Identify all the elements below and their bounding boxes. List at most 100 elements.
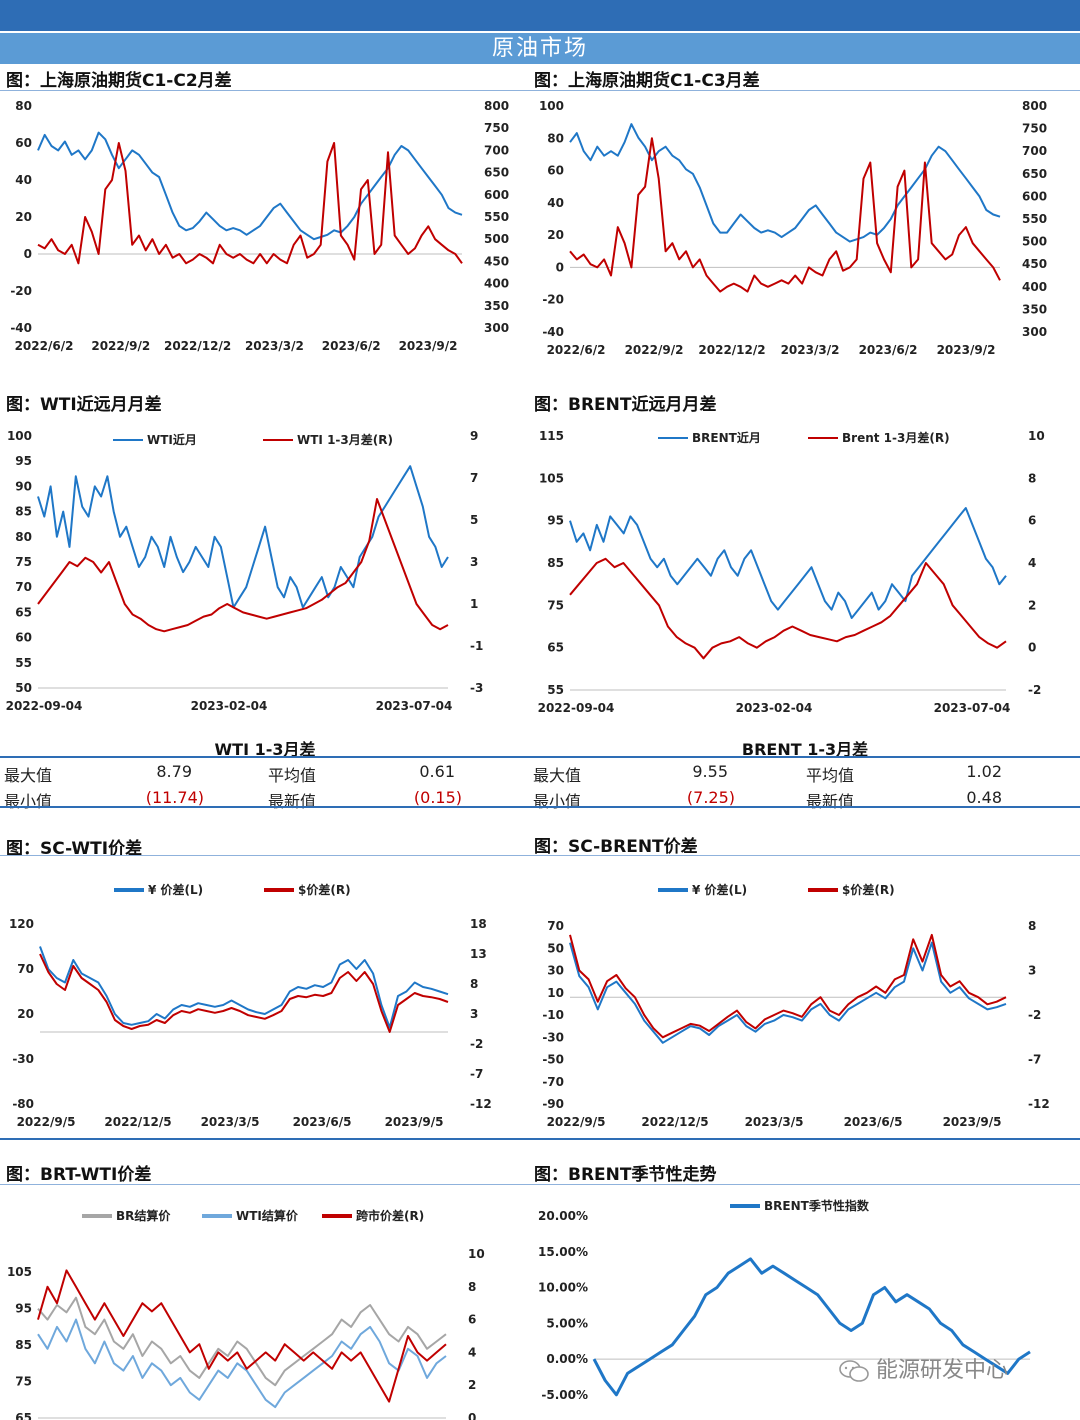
top-header-bar: [0, 0, 1080, 31]
legend-label: 跨市价差(R): [356, 1208, 424, 1223]
y-tick-label-left: -20: [542, 293, 564, 307]
chart-sc-c1c3: 100 80 60 40 20 0 -20 -40 800 750 700 650 600 550 500 4…: [539, 99, 1047, 357]
y-tick-label-left: 50: [15, 681, 32, 695]
divider: [0, 90, 1080, 91]
series-line-1: [39, 953, 449, 1033]
y-tick-label-left: 95: [547, 514, 564, 528]
chart-title-sc-wti: 图：SC-WTI价差: [6, 839, 143, 859]
y-tick-label-right: -7: [1028, 1053, 1041, 1067]
x-tick-label: 2022-09-04: [538, 701, 615, 715]
y-tick-label-left: 20: [547, 228, 564, 242]
y-tick-label-left: 60: [547, 164, 564, 178]
y-tick-label-left: 105: [7, 1265, 32, 1279]
y-tick-label-right: 300: [484, 321, 509, 335]
wti-min-value: (11.74): [145, 788, 204, 807]
y-tick-label-right: 18: [470, 917, 487, 931]
y-tick-label-left: 80: [15, 99, 32, 113]
series-line-0: [37, 1296, 447, 1387]
y-tick-label-left: -30: [542, 1030, 564, 1044]
y-tick-label-left: 20: [17, 1007, 34, 1021]
y-tick-label-right: 700: [1022, 144, 1047, 158]
series-line-0: [592, 1257, 1031, 1397]
series-line-0: [37, 465, 449, 609]
x-tick-label: 2022/12/5: [104, 1115, 171, 1129]
y-tick-label-right: -12: [1028, 1097, 1050, 1111]
y-tick-label-right: -12: [470, 1097, 492, 1111]
series-line-1: [37, 498, 449, 633]
y-tick-label-right: 800: [1022, 99, 1047, 113]
y-tick-label-left: -70: [542, 1075, 564, 1089]
x-tick-label: 2023-02-04: [191, 699, 268, 713]
series-line-0: [37, 131, 463, 241]
wti-avg-label: 平均值: [268, 766, 317, 785]
chart-sc-wti: 120 70 20 -30 -80 18 13 8 3 -2 -7 -12 2022/9/5 2022/1…: [9, 882, 492, 1129]
legend-label: WTI近月: [147, 432, 197, 447]
series-line-0: [569, 123, 1001, 243]
y-tick-label-left: -30: [12, 1052, 34, 1066]
series-line-0: [569, 507, 1007, 619]
y-tick-label-right: 8: [470, 977, 478, 991]
divider: [0, 855, 1080, 856]
series-line-0: [569, 941, 1007, 1044]
y-tick-label-right: 4: [468, 1345, 476, 1359]
y-tick-label-right: 650: [484, 166, 509, 180]
legend-label: BRENT季节性指数: [764, 1198, 870, 1213]
x-tick-label: 2023/3/5: [201, 1115, 260, 1129]
y-tick-label-left: 100: [539, 99, 564, 113]
brent-avg-label: 平均值: [806, 766, 855, 785]
y-tick-label-left: 65: [547, 641, 564, 655]
x-tick-label: 2022/9/5: [17, 1115, 76, 1129]
legend-label: BR结算价: [116, 1208, 171, 1223]
y-tick-label-left: 105: [539, 471, 564, 485]
y-tick-label-right: 2: [468, 1378, 476, 1392]
chart-title-sc-c1c3: 图：上海原油期货C1-C3月差: [534, 71, 760, 91]
x-tick-label: 2022/9/5: [547, 1115, 606, 1129]
legend-label: WTI 1-3月差(R): [297, 432, 393, 447]
brent-latest-value: 0.48: [966, 788, 1002, 807]
y-tick-label-left: 10.00%: [538, 1281, 588, 1295]
divider: [0, 1184, 1080, 1185]
y-tick-label-left: 55: [547, 683, 564, 697]
chart-title-sc-c1c2: 图：上海原油期货C1-C2月差: [6, 71, 232, 91]
chart-brent-seasonal: 20.00% 15.00% 10.00% 5.00% 0.00% -5.00% BRENT季…: [538, 1198, 1031, 1402]
y-tick-label-right: 550: [484, 210, 509, 224]
wti-avg-value: 0.61: [419, 762, 455, 781]
chart-title-sc-brent: 图：SC-BRENT价差: [534, 837, 698, 857]
y-tick-label-right: 350: [484, 299, 509, 313]
y-tick-label-right: 3: [470, 555, 478, 569]
y-tick-label-right: 500: [484, 232, 509, 246]
x-tick-label: 2023/9/2: [937, 343, 996, 357]
y-tick-label-left: 80: [15, 530, 32, 544]
x-tick-label: 2023/9/5: [943, 1115, 1002, 1129]
chart-brent-spread: 115 105 95 85 75 65 55 10 8 6 4 2 0 -2 2022-09-04 2023-…: [538, 429, 1045, 715]
y-tick-label-left: 95: [15, 1302, 32, 1316]
series-line-1: [569, 933, 1007, 1039]
x-tick-label: 2023/6/5: [844, 1115, 903, 1129]
stats-title-wti: WTI 1-3月差: [214, 740, 316, 759]
legend-label: WTI结算价: [236, 1208, 299, 1223]
y-tick-label-left: 65: [15, 1411, 32, 1420]
wti-latest-value: (0.15): [413, 788, 462, 807]
y-tick-label-left: 15.00%: [538, 1245, 588, 1259]
y-tick-label-right: 13: [470, 947, 487, 961]
series-line-1: [37, 142, 463, 265]
x-tick-label: 2022/12/5: [641, 1115, 708, 1129]
y-tick-label-right: 650: [1022, 167, 1047, 181]
y-tick-label-left: -90: [542, 1097, 564, 1111]
y-tick-label-left: 95: [15, 454, 32, 468]
wti-latest-label: 最新值: [268, 792, 317, 811]
legend-label: $价差(R): [842, 882, 895, 897]
legend-label: BRENT近月: [692, 430, 761, 445]
y-tick-label-right: 400: [1022, 280, 1047, 294]
legend-label: ¥ 价差(L): [148, 882, 203, 897]
watermark: 能源研发中心: [838, 1352, 1008, 1384]
y-tick-label-left: -20: [10, 284, 32, 298]
y-tick-label-left: 40: [15, 173, 32, 187]
y-tick-label-left: -40: [542, 325, 564, 339]
x-tick-label: 2023/9/2: [399, 339, 458, 353]
y-tick-label-right: 0: [468, 1411, 476, 1420]
y-tick-label-left: -40: [10, 321, 32, 335]
y-tick-label-left: 85: [547, 556, 564, 570]
y-tick-label-right: 0: [1028, 641, 1036, 655]
y-tick-label-right: 600: [1022, 189, 1047, 203]
